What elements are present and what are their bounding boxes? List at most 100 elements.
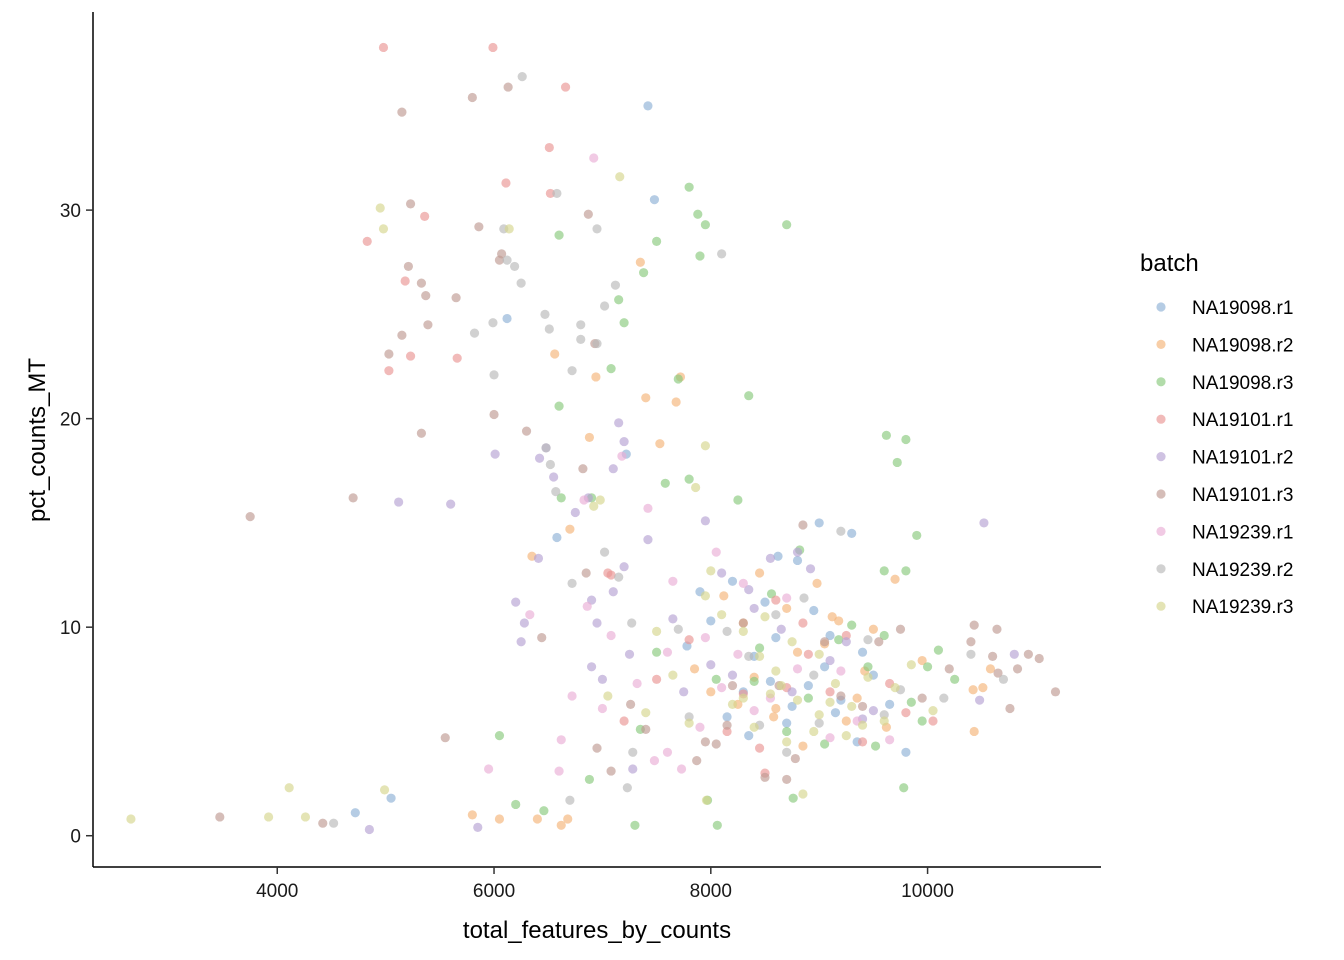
legend-key <box>1156 564 1166 574</box>
data-point <box>754 643 765 653</box>
data-point <box>504 224 514 234</box>
data-point <box>939 693 949 703</box>
data-point <box>727 699 738 709</box>
data-point <box>614 295 624 305</box>
data-point <box>608 587 618 597</box>
data-point <box>614 418 624 428</box>
data-point <box>787 687 797 697</box>
data-point <box>606 570 616 580</box>
data-point <box>592 338 602 349</box>
data-point <box>722 720 732 730</box>
data-point <box>727 680 738 691</box>
data-point <box>394 497 404 507</box>
data-point <box>782 220 792 230</box>
data-point <box>619 318 629 328</box>
data-point <box>501 178 511 188</box>
data-point <box>799 593 809 603</box>
x-tick-label: 10000 <box>901 881 954 902</box>
data-point <box>765 553 776 563</box>
data-point <box>922 662 933 672</box>
data-point <box>706 616 716 626</box>
data-point <box>452 353 462 363</box>
data-point <box>617 451 627 461</box>
data-point <box>537 633 547 643</box>
data-point <box>619 716 629 726</box>
data-point <box>787 637 797 647</box>
y-tick-label: 0 <box>70 827 81 848</box>
data-point <box>545 459 555 470</box>
data-point <box>771 703 781 714</box>
data-point <box>771 633 781 643</box>
data-point <box>700 516 710 526</box>
data-point <box>738 693 748 703</box>
data-point <box>993 668 1003 678</box>
data-point <box>560 82 571 92</box>
data-point <box>581 568 591 578</box>
data-point <box>706 660 716 670</box>
data-point <box>668 614 678 624</box>
data-point <box>695 251 705 261</box>
data-point <box>668 576 678 586</box>
data-point <box>693 209 703 219</box>
data-point <box>717 683 727 693</box>
data-point <box>592 743 602 753</box>
legend-label: NA19239.r2 <box>1192 560 1293 581</box>
data-point <box>671 397 681 407</box>
data-point <box>857 737 868 747</box>
data-point <box>803 649 813 659</box>
data-point <box>567 578 577 588</box>
data-point <box>760 597 770 607</box>
data-point <box>901 708 911 718</box>
data-point <box>782 747 792 757</box>
data-point <box>329 818 339 828</box>
data-point <box>841 731 851 741</box>
data-point <box>643 503 653 513</box>
legend-key <box>1156 414 1166 424</box>
data-point <box>405 351 416 361</box>
data-point <box>879 630 889 641</box>
data-point <box>578 464 588 474</box>
data-point <box>733 495 743 505</box>
data-point <box>814 518 824 528</box>
data-point <box>744 391 754 401</box>
data-point <box>386 793 396 803</box>
data-point <box>556 820 566 830</box>
data-point <box>567 366 577 376</box>
data-point <box>798 741 808 751</box>
data-point <box>679 687 689 697</box>
data-point <box>384 366 394 376</box>
data-point <box>556 735 566 745</box>
legend-label: NA19239.r1 <box>1192 522 1293 543</box>
data-point <box>1009 649 1019 659</box>
data-point <box>586 662 597 672</box>
data-point <box>870 741 881 751</box>
data-point <box>591 372 601 382</box>
data-point <box>400 276 410 286</box>
data-point <box>556 493 566 503</box>
data-point <box>589 501 599 511</box>
x-axis-title: total_features_by_counts <box>463 917 731 944</box>
data-point <box>700 633 710 643</box>
data-point <box>126 814 136 824</box>
data-point <box>511 799 521 810</box>
data-point <box>473 822 483 832</box>
data-point <box>676 764 687 774</box>
data-point <box>350 808 360 818</box>
data-point <box>727 670 738 680</box>
data-point <box>397 330 407 340</box>
data-point <box>467 810 477 820</box>
data-point <box>879 566 889 576</box>
data-point <box>589 153 599 163</box>
data-point <box>416 428 427 438</box>
data-point <box>969 726 979 737</box>
data-point <box>950 674 960 684</box>
data-point <box>825 655 835 666</box>
data-point <box>760 772 770 782</box>
data-point <box>416 278 427 288</box>
data-point <box>630 820 640 830</box>
data-point <box>652 674 662 684</box>
data-point <box>749 603 759 614</box>
data-point <box>549 472 559 482</box>
data-point <box>803 680 813 691</box>
data-point <box>841 637 851 647</box>
